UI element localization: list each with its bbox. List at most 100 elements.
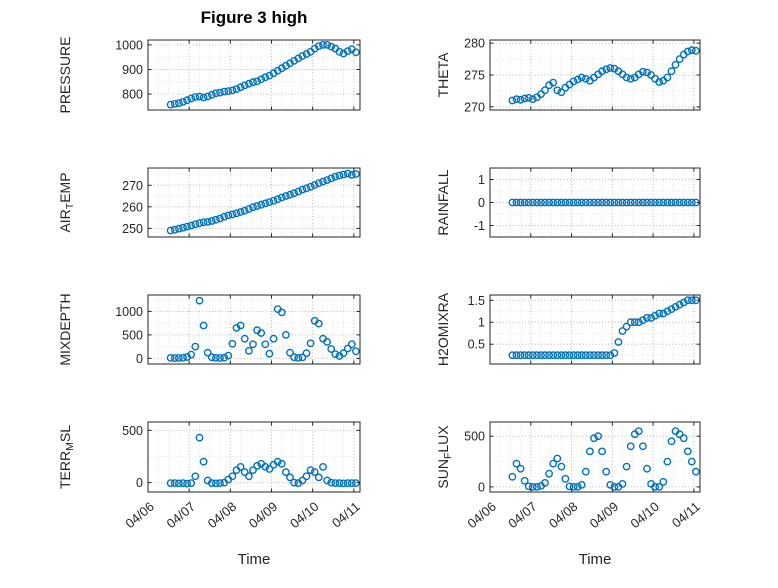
data-point [675, 198, 684, 207]
data-point [545, 351, 553, 360]
data-point [216, 214, 224, 223]
x-tick-label: 04/10 [627, 499, 662, 531]
data-point [339, 479, 348, 488]
data-point [626, 318, 635, 327]
data-point [347, 479, 356, 487]
data-point [516, 95, 525, 104]
data-point [183, 96, 192, 105]
data-point [335, 171, 344, 180]
data-point [351, 48, 360, 57]
data-point [639, 198, 647, 207]
data-point [598, 447, 606, 456]
data-point [327, 345, 336, 353]
data-point [323, 476, 331, 485]
data-point [183, 222, 192, 231]
data-point [236, 321, 245, 330]
data-point [679, 434, 688, 443]
y-tick-label: 1000 [115, 305, 143, 319]
data-point [512, 198, 521, 207]
data-point [327, 174, 336, 183]
data-point [302, 349, 311, 358]
data-point [240, 206, 249, 215]
axis-ticks [147, 295, 360, 364]
data-point [343, 479, 352, 487]
data-point [606, 351, 615, 360]
data-point [634, 198, 643, 207]
x-tick-label: 04/07 [505, 499, 540, 531]
axis-ticks [147, 40, 360, 110]
data-point [286, 190, 294, 199]
data-point [244, 472, 253, 481]
data-point [565, 482, 574, 491]
data-point [614, 338, 623, 346]
data-point [331, 350, 340, 358]
data-point [594, 351, 602, 360]
data-point [630, 198, 639, 207]
data-point [549, 78, 558, 87]
data-point [618, 479, 627, 488]
x-tick-label: 04/07 [164, 499, 199, 531]
data-point [170, 354, 179, 362]
data-point [606, 64, 615, 72]
data-point [207, 479, 216, 487]
data-point [675, 430, 684, 439]
data-point [211, 353, 220, 362]
series-theta [508, 46, 700, 105]
data-point [667, 198, 676, 207]
data-point [302, 184, 311, 193]
data-point [516, 464, 525, 473]
data-point [524, 351, 533, 360]
series-terrmsl [166, 433, 360, 488]
data-point [647, 313, 655, 322]
data-point [671, 60, 680, 69]
data-point [557, 198, 566, 207]
data-point [179, 98, 187, 106]
data-point [195, 296, 204, 305]
data-point [581, 74, 590, 83]
data-point [319, 177, 327, 186]
data-point [331, 172, 340, 181]
data-point [183, 479, 192, 488]
data-point [512, 351, 521, 360]
data-point [687, 198, 696, 207]
subplot-terrmsl: 0 500 04/06 04/07 04/08 04/09 04/10 04/11 TERRMS… [57, 421, 363, 531]
data-point [335, 479, 344, 487]
y-axis-label-rainfall: RAINFALL [435, 169, 451, 235]
data-point [207, 353, 216, 362]
data-point [520, 198, 529, 207]
data-point [639, 316, 647, 324]
axis-ticks [489, 422, 700, 492]
data-point [508, 472, 517, 481]
data-point [594, 198, 602, 207]
data-point [524, 198, 533, 207]
data-point [581, 351, 590, 360]
data-point [261, 199, 270, 208]
data-point [561, 474, 570, 483]
data-point [211, 215, 220, 224]
data-point [569, 482, 578, 491]
data-point [240, 334, 249, 343]
y-tick-label: 0.5 [468, 338, 485, 352]
data-point [286, 348, 294, 357]
data-point [294, 187, 303, 196]
data-point [351, 170, 360, 178]
data-point [610, 349, 619, 357]
axis-ticks [489, 40, 700, 110]
data-point [220, 353, 229, 362]
data-point [228, 210, 237, 219]
data-point [191, 220, 200, 229]
data-point [520, 351, 529, 360]
data-point [265, 465, 274, 473]
data-point [549, 459, 558, 468]
x-tick-label: 04/08 [205, 499, 240, 531]
data-point [655, 309, 664, 318]
data-point [598, 198, 606, 207]
data-point [203, 217, 212, 226]
data-point [339, 170, 348, 179]
data-point [253, 461, 262, 470]
data-point [249, 203, 257, 212]
data-point [651, 198, 659, 207]
grid-lines [490, 40, 700, 110]
data-point [659, 309, 668, 318]
series-sunflux [508, 427, 700, 491]
